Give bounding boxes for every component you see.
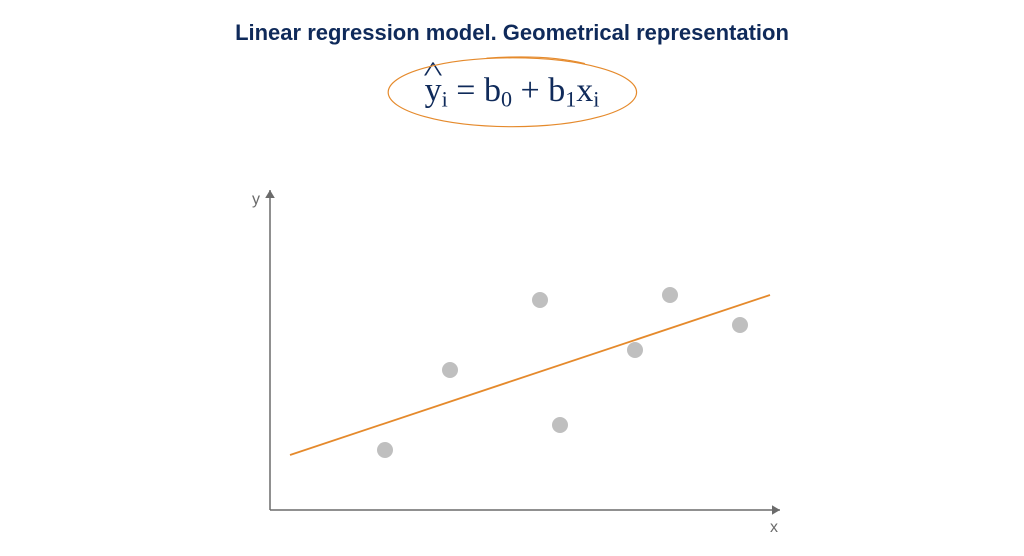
- symbol-x: x: [576, 72, 593, 109]
- y-axis-label: y: [252, 191, 260, 208]
- chart-svg: xy: [240, 180, 800, 540]
- regression-equation: yi = b0 + b1xi: [389, 62, 636, 127]
- data-point: [552, 417, 568, 433]
- subscript-i-2: i: [593, 87, 599, 112]
- data-point: [377, 442, 393, 458]
- x-axis-arrow-icon: [772, 505, 780, 515]
- page-root: Linear regression model. Geometrical rep…: [0, 0, 1024, 556]
- subscript-1: 1: [565, 87, 576, 112]
- symbol-equals: =: [448, 72, 484, 109]
- regression-line: [290, 295, 770, 455]
- symbol-y-hat: y: [425, 72, 442, 110]
- data-point: [442, 362, 458, 378]
- data-point: [732, 317, 748, 333]
- x-axis-label: x: [770, 519, 778, 536]
- data-point: [532, 292, 548, 308]
- symbol-b1: b: [548, 72, 565, 109]
- symbol-b0: b: [484, 72, 501, 109]
- data-point: [627, 342, 643, 358]
- subscript-0: 0: [501, 87, 512, 112]
- page-title: Linear regression model. Geometrical rep…: [0, 20, 1024, 46]
- equation-container: yi = b0 + b1xi: [0, 62, 1024, 127]
- data-point: [662, 287, 678, 303]
- scatter-chart: xy: [240, 180, 800, 540]
- symbol-plus: +: [512, 72, 548, 109]
- y-axis-arrow-icon: [265, 190, 275, 198]
